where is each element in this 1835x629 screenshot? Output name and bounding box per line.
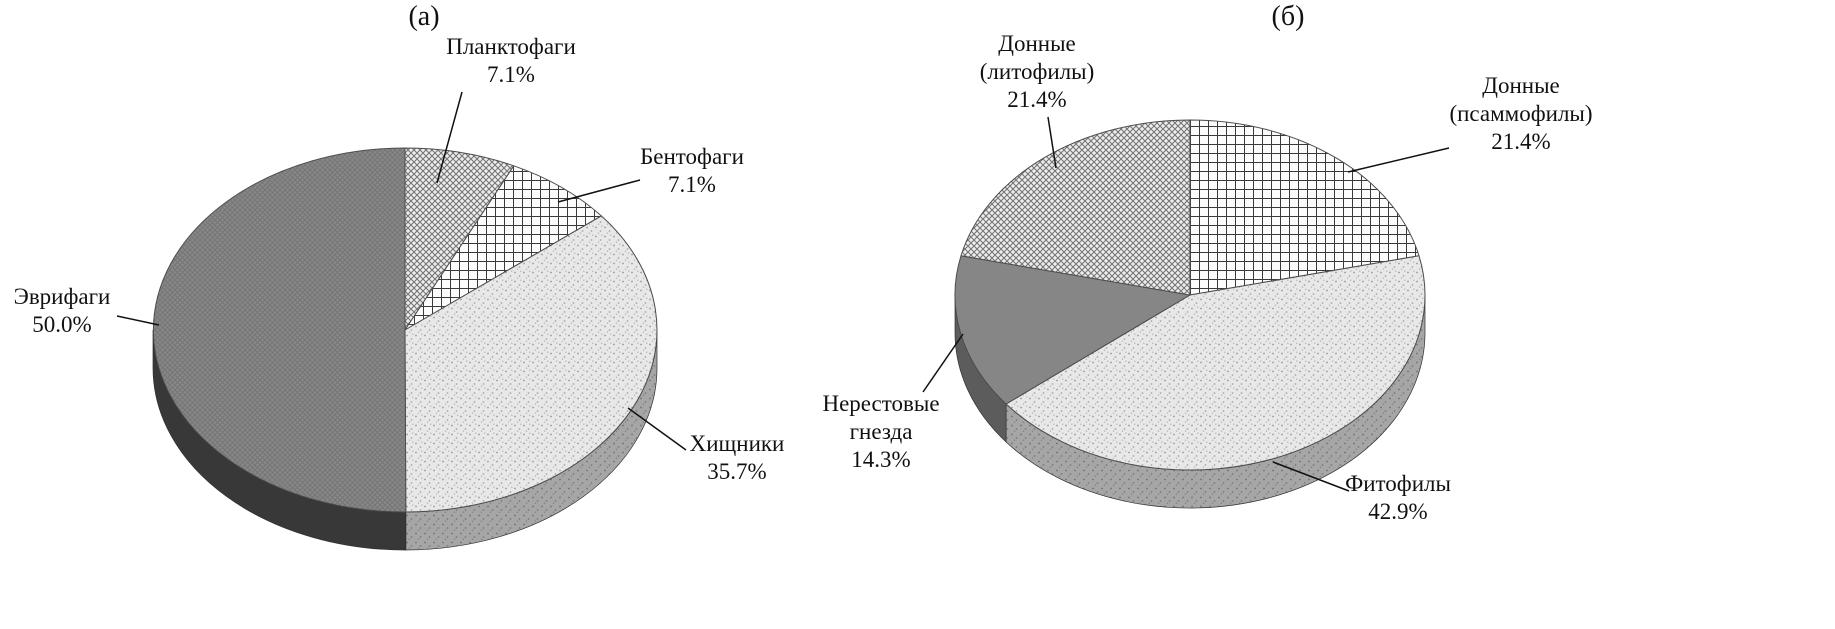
label-leader-line	[116, 315, 160, 326]
slice-label-donnye-psammofily: Донные (псаммофилы) 21.4%	[1449, 73, 1593, 155]
pie-slice-1	[404, 165, 603, 331]
label-leader-line	[1047, 116, 1057, 169]
pie-chart-a	[116, 91, 687, 551]
label-leader-line	[557, 179, 641, 203]
pie-slice-2	[954, 255, 1192, 405]
slice-label-khishchniki: Хищники 35.7%	[689, 431, 785, 485]
label-leader-line	[1347, 147, 1450, 173]
label-leader-line	[922, 333, 964, 393]
slice-label-evrifagi: Эврифаги 50.0%	[13, 284, 111, 338]
pie-slice-3	[960, 119, 1191, 296]
pie-slice-3	[152, 147, 407, 513]
pie-slice-0	[1189, 119, 1420, 296]
pie-slice-0	[404, 147, 515, 332]
slice-label-planktofagi: Планктофаги 7.1%	[446, 34, 576, 88]
pie-slice-2	[404, 215, 658, 513]
pie-chart-b	[922, 116, 1450, 509]
slice-label-nerestovye-gnezda: Нерестовые гнезда 14.3%	[822, 391, 940, 473]
slice-label-fitofily: Фитофилы 42.9%	[1345, 471, 1451, 525]
slice-label-donnye-litofily: Донные (литофилы) 21.4%	[979, 31, 1095, 113]
pie-slice-1	[1005, 255, 1426, 471]
label-leader-line	[436, 91, 463, 184]
slice-label-bentofagi: Бентофаги 7.1%	[640, 144, 744, 198]
panel-label-b: (б)	[1271, 1, 1305, 32]
label-leader-line	[627, 407, 687, 451]
panel-label-a: (а)	[408, 1, 440, 32]
label-leader-line	[1272, 461, 1350, 492]
